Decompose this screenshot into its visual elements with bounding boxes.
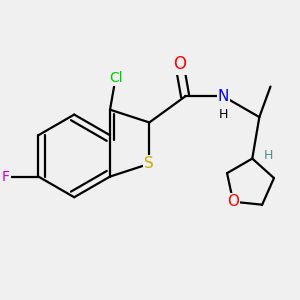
Text: O: O xyxy=(173,56,186,74)
Text: H: H xyxy=(219,108,228,121)
Text: S: S xyxy=(145,156,154,171)
Text: H: H xyxy=(264,149,274,162)
Text: F: F xyxy=(2,169,10,184)
Text: Cl: Cl xyxy=(109,71,122,85)
Text: N: N xyxy=(218,89,229,104)
Text: O: O xyxy=(227,194,239,209)
